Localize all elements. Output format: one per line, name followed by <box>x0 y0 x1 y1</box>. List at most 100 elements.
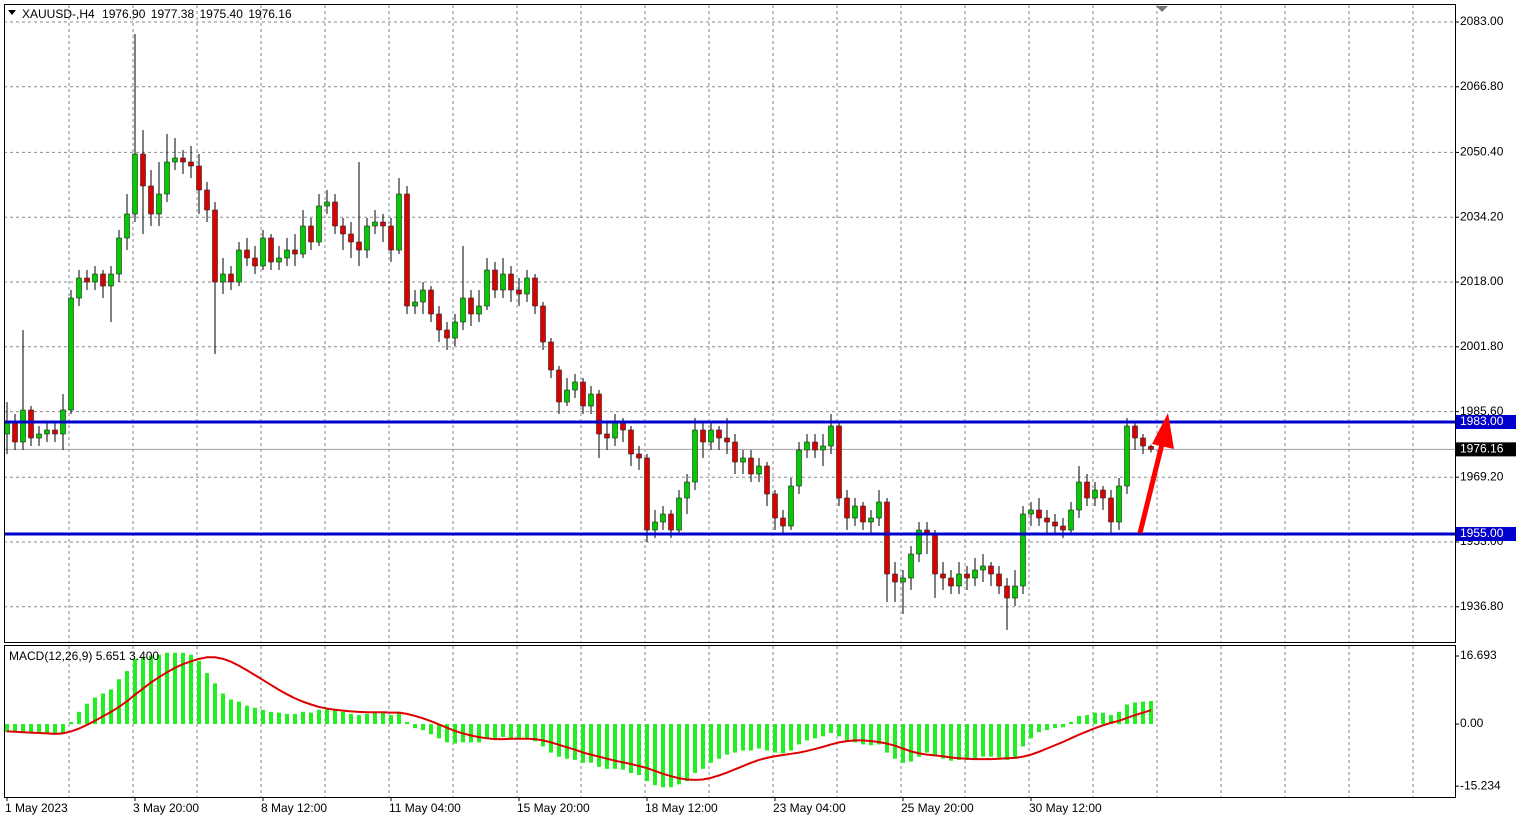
macd-bar <box>797 724 801 745</box>
macd-bar <box>29 724 33 734</box>
macd-bar <box>725 724 729 755</box>
macd-bar <box>221 693 225 725</box>
candle-body <box>84 277 90 283</box>
macd-bar <box>877 724 881 745</box>
candle-body <box>236 249 242 283</box>
macd-bar <box>69 722 73 725</box>
candle-body <box>740 457 746 463</box>
x-tick-label: 3 May 20:00 <box>133 801 199 815</box>
candle-body <box>108 273 114 287</box>
macd-bar <box>501 724 505 738</box>
candle-body <box>940 573 946 579</box>
candle-body <box>556 369 562 403</box>
candle-body <box>844 497 850 519</box>
macd-panel-border <box>4 645 1456 798</box>
signal-line <box>6 656 1152 781</box>
candle-body <box>788 485 794 527</box>
candle-body <box>468 297 474 315</box>
candle-body <box>820 445 826 451</box>
candle-body <box>356 241 362 251</box>
candle-body <box>876 501 882 519</box>
macd-bar <box>1013 724 1017 759</box>
header-close: 1976.16 <box>248 7 292 21</box>
macd-bar <box>1125 704 1129 725</box>
candle-body <box>124 213 130 239</box>
level-label: 1983.00 <box>1460 414 1504 428</box>
candle-body <box>956 573 962 587</box>
macd-bar <box>173 652 177 725</box>
candle-body <box>76 277 82 299</box>
macd-bar <box>661 724 665 788</box>
macd-bar <box>213 683 217 725</box>
candle-body <box>212 209 218 283</box>
candle-body <box>244 249 250 259</box>
last-price-box <box>1456 442 1516 457</box>
candle-body <box>836 425 842 499</box>
candle-body <box>1116 485 1122 523</box>
candle-body <box>100 273 106 287</box>
candle-body <box>980 565 986 571</box>
macd-bar <box>757 724 761 749</box>
candle-body <box>892 573 898 583</box>
macd-bar <box>149 655 153 725</box>
macd-bar <box>141 656 145 725</box>
macd-bar <box>965 724 969 760</box>
candle-body <box>916 529 922 555</box>
macd-bar <box>837 724 841 737</box>
candle-body <box>588 393 594 407</box>
macd-bar <box>549 724 553 753</box>
macd-bar <box>525 724 529 739</box>
candle-body <box>188 161 194 167</box>
candle-body <box>756 465 762 475</box>
candle-body <box>908 553 914 579</box>
candle-body <box>156 193 162 215</box>
macd-bar <box>1021 724 1025 747</box>
candle-body <box>1012 585 1018 599</box>
macd-bar <box>405 722 409 725</box>
macd-bar <box>37 724 41 734</box>
arrow-head <box>1152 413 1174 449</box>
macd-bar <box>1149 701 1153 725</box>
macd-bar <box>1061 724 1065 728</box>
macd-bar <box>381 712 385 725</box>
candle-body <box>460 297 466 323</box>
candle-body <box>508 273 514 291</box>
candle-body <box>996 573 1002 587</box>
macd-bar <box>781 724 785 754</box>
candle-body <box>412 301 418 307</box>
candle-body <box>676 497 682 531</box>
symbol: XAUUSD-,H4 <box>22 7 95 21</box>
candle-body <box>1004 585 1010 599</box>
candle-body <box>780 517 786 527</box>
macd-bar <box>733 724 737 753</box>
macd-bar <box>821 724 825 737</box>
candle-body <box>932 533 938 575</box>
macd-bar <box>765 724 769 751</box>
candle-body <box>972 569 978 579</box>
candle-body <box>804 441 810 451</box>
macd-bar <box>973 724 977 759</box>
candle-body <box>668 513 674 531</box>
candle-body <box>428 289 434 315</box>
header-open: 1976.90 <box>102 7 146 21</box>
macd-bar <box>117 679 121 725</box>
macd-bar <box>485 724 489 739</box>
macd-bar <box>277 712 281 725</box>
header-high: 1977.38 <box>151 7 195 21</box>
candle-body <box>1108 497 1114 523</box>
candle-body <box>196 165 202 191</box>
macd-bar <box>1053 724 1057 729</box>
macd-bar <box>85 703 89 725</box>
macd-bar <box>933 724 937 756</box>
candle-body <box>796 449 802 487</box>
candle-body <box>20 409 26 443</box>
macd-bar <box>1037 724 1041 733</box>
candle-body <box>172 157 178 163</box>
candle-body <box>1068 509 1074 531</box>
macd-bar <box>813 724 817 739</box>
macd-bar <box>893 724 897 759</box>
candle-body <box>380 221 386 227</box>
macd-bar <box>629 724 633 773</box>
candle-body <box>276 257 282 263</box>
